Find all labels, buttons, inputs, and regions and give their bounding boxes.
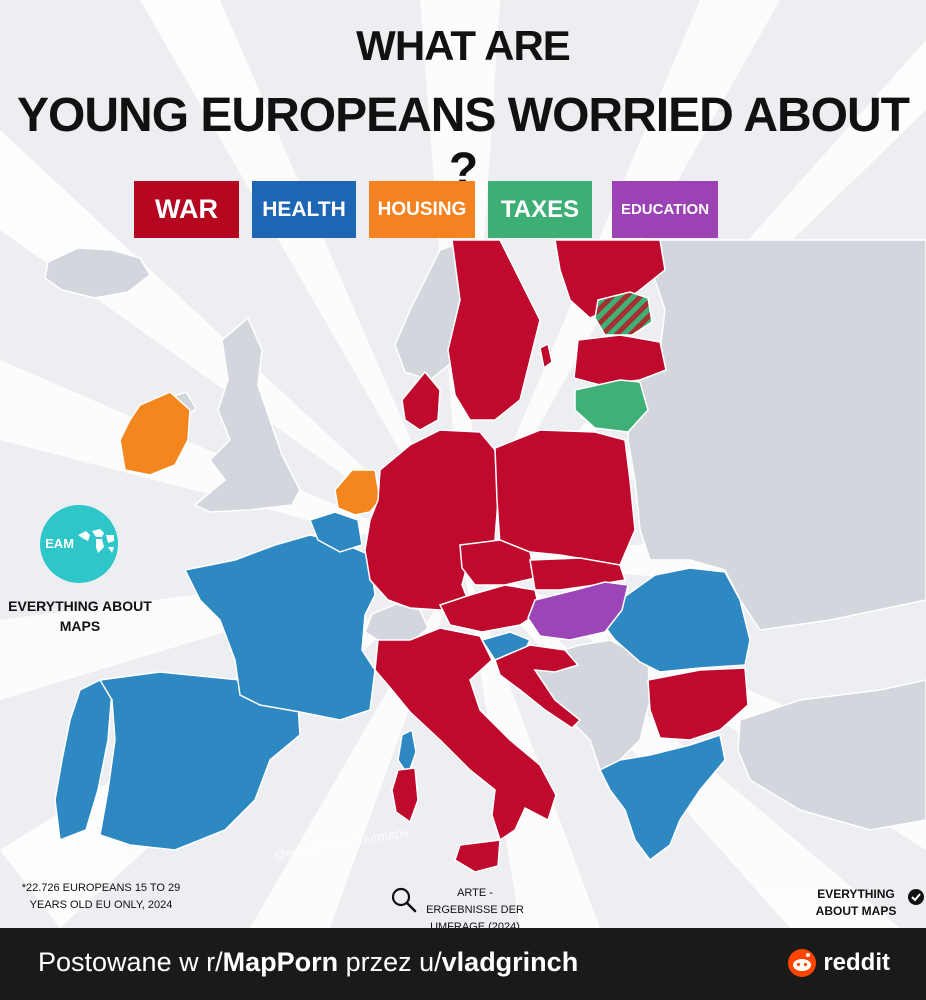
eam-logo: EAM <box>40 505 118 583</box>
country-czechia <box>459 539 536 586</box>
title-line-1: WHAT ARE <box>356 22 571 69</box>
credit-text: EVERYTHING ABOUT MAPS <box>815 887 897 918</box>
search-icon <box>391 887 417 913</box>
iceland <box>44 247 151 299</box>
great-britain <box>193 316 301 513</box>
country-poland <box>494 429 636 566</box>
country-estonia <box>594 291 653 336</box>
post-attribution: Postowane w r/MapPorn przez u/vladgrinch <box>38 947 578 978</box>
eu-countries <box>54 239 751 873</box>
country-bulgaria <box>647 667 749 741</box>
reddit-wordmark: reddit <box>823 949 890 976</box>
reddit-brand[interactable]: reddit <box>787 948 890 978</box>
country-greece <box>598 734 726 862</box>
reddit-footer: Postowane w r/MapPorn przez u/vladgrinch… <box>0 928 926 1000</box>
country-gotland <box>539 342 553 370</box>
country-italy <box>374 627 557 842</box>
legend-housing: HOUSING <box>369 181 475 238</box>
country-ireland <box>119 391 191 476</box>
country-hungary <box>527 581 629 641</box>
country-croatia <box>494 644 582 729</box>
world-map-icon <box>78 529 114 553</box>
country-latvia <box>574 379 649 433</box>
country-sardinia <box>391 767 419 824</box>
legend-war: WAR <box>134 181 239 238</box>
title-line-2: YOUNG EUROPEANS WORRIED ABOUT ? <box>17 89 910 197</box>
country-denmark <box>401 370 441 431</box>
legend-health: HEALTH <box>252 181 356 238</box>
subreddit-link[interactable]: MapPorn <box>222 947 339 977</box>
reddit-logo-icon <box>788 949 817 977</box>
country-romania <box>599 567 751 673</box>
verified-check-icon <box>908 889 924 905</box>
country-belgium <box>309 511 363 553</box>
legend-taxes: TAXES <box>488 181 592 238</box>
turkey <box>737 679 926 831</box>
credit-note: EVERYTHING ABOUT MAPS <box>786 886 926 920</box>
attribution-prefix: Postowane w r/ <box>38 947 223 977</box>
attribution-middle: przez u/ <box>338 947 442 977</box>
brand-name-left: EVERYTHING ABOUT MAPS <box>8 598 152 634</box>
country-corsica <box>397 728 417 777</box>
non-eu-lands <box>44 238 926 831</box>
europe-map <box>0 0 926 928</box>
footnote-left: *22.726 EUROPEANS 15 TO 29 YEARS OLD EU … <box>21 882 181 911</box>
country-sicily <box>454 839 501 873</box>
country-lithuania <box>573 334 667 386</box>
user-link[interactable]: vladgrinch <box>441 947 579 977</box>
legend-education: EDUCATION <box>612 181 718 238</box>
eam-logo-text: EAM <box>45 536 74 551</box>
